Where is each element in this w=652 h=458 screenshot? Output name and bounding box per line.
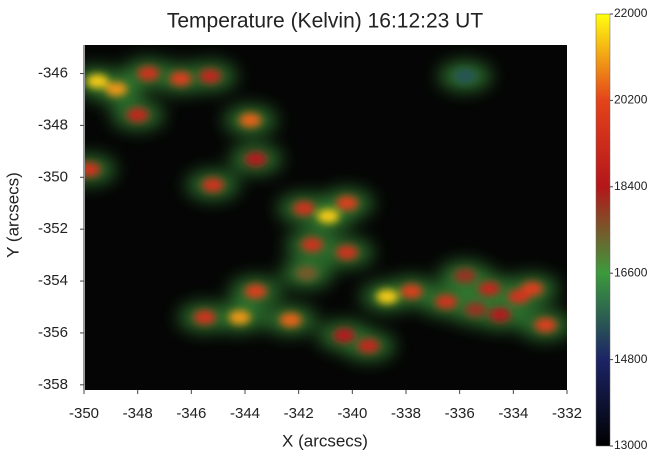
y-tick-label: -356 — [38, 324, 68, 341]
colorbar — [595, 13, 611, 447]
colorbar-tick-label: 13000 — [614, 438, 648, 452]
heat-spot — [534, 318, 557, 333]
heatmap — [84, 59, 567, 360]
x-tick-label: -346 — [176, 405, 206, 422]
x-tick-label: -340 — [337, 405, 367, 422]
heat-spot — [137, 66, 160, 81]
heat-spot — [169, 71, 192, 86]
heat-spot — [86, 74, 109, 89]
x-tick-label: -348 — [123, 405, 153, 422]
heat-spot — [293, 201, 316, 216]
colorbar-tick-label: 18400 — [614, 179, 648, 193]
y-tick-label: -354 — [38, 272, 68, 289]
y-tick-label: -352 — [38, 220, 68, 237]
heat-spot — [400, 284, 423, 299]
x-tick-label: -350 — [69, 405, 99, 422]
y-tick-label: -348 — [38, 116, 68, 133]
heat-spot — [333, 328, 356, 343]
x-axis-label: X (arcsecs) — [282, 431, 368, 450]
x-tick-label: -342 — [284, 405, 314, 422]
heat-spot — [84, 162, 101, 177]
heat-spot — [126, 108, 149, 123]
heat-spot — [193, 310, 216, 325]
heat-spot — [239, 113, 262, 128]
colorbar-tick-label: 14800 — [614, 352, 648, 366]
heat-spot — [521, 281, 544, 296]
x-tick-label: -332 — [552, 405, 582, 422]
heat-spot — [488, 307, 511, 322]
heat-spot — [478, 281, 501, 296]
x-tick-label: -344 — [230, 405, 260, 422]
heat-spot — [357, 338, 380, 353]
y-tick-label: -346 — [38, 65, 68, 82]
heat-spot — [454, 268, 477, 283]
heat-spot — [244, 284, 267, 299]
x-tick-label: -338 — [391, 405, 421, 422]
heat-spot — [301, 237, 324, 252]
heat-spot — [201, 178, 224, 193]
x-tick-label: -336 — [445, 405, 475, 422]
heat-spot — [435, 294, 458, 309]
heat-spot — [376, 289, 399, 304]
heat-spot — [199, 69, 222, 84]
heat-spot — [464, 302, 487, 317]
y-tick-label: -358 — [38, 376, 68, 393]
x-tick-label: -334 — [498, 405, 528, 422]
heat-spot — [454, 69, 477, 84]
heat-spot — [295, 266, 318, 281]
colorbar-tick-label: 16600 — [614, 265, 648, 279]
heat-spot — [317, 209, 340, 224]
y-axis-label: Y (arcsecs) — [3, 172, 22, 258]
heat-spot — [228, 310, 251, 325]
chart-title: Temperature (Kelvin) 16:12:23 UT — [167, 10, 483, 33]
y-tick-label: -350 — [38, 168, 68, 185]
colorbar-tick-label: 22000 — [614, 6, 648, 20]
colorbar-tick-label: 20200 — [614, 93, 648, 107]
heat-spot — [105, 82, 128, 97]
heat-spot — [279, 312, 302, 327]
heat-spot — [244, 152, 267, 167]
heat-spot — [335, 245, 358, 260]
heat-spot — [335, 196, 358, 211]
